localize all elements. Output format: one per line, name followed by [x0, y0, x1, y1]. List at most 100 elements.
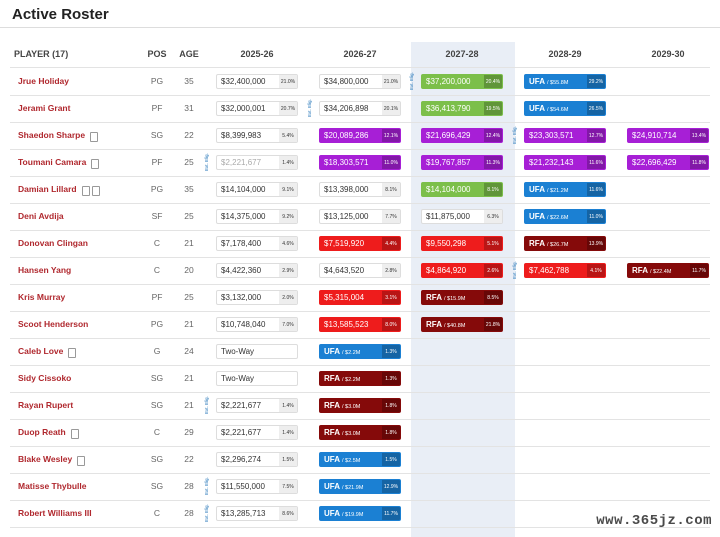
- cap-percent: 11.7%: [382, 507, 400, 520]
- player-icon: [71, 428, 79, 439]
- salary-amount: $4,643,520: [320, 266, 382, 275]
- salary-cell: RFA / $26.7M 13.9%: [524, 236, 606, 251]
- extension-eligible: Ext. Elig.: [204, 152, 209, 171]
- free-agent-amount: / $2.2M: [342, 350, 361, 356]
- salary-text: $14,104,000: [426, 185, 471, 194]
- salary-cell: RFA / $3.0M 1.8%: [319, 425, 401, 440]
- salary-cell: $4,864,920 2.6%: [421, 263, 503, 278]
- salary-cell: Two-Way: [216, 371, 298, 386]
- player-name: Jerami Grant: [18, 102, 71, 113]
- cap-percent: 7.7%: [382, 210, 400, 223]
- free-agent-amount: / $3.0M: [342, 404, 361, 410]
- salary-amount: RFA / $2.2M: [320, 374, 382, 383]
- column-header: 2028-29: [548, 49, 582, 59]
- player-name: Matisse Thybulle: [18, 480, 87, 491]
- salary-amount: $13,585,523: [320, 320, 382, 329]
- salary-amount: $21,696,429: [422, 131, 484, 140]
- salary-amount: $34,800,000: [320, 77, 382, 86]
- age: 21: [184, 237, 194, 248]
- free-agent-amount: / $21.2M: [547, 188, 569, 194]
- salary-amount: UFA / $54.6M: [525, 104, 587, 113]
- cap-percent: 6.3%: [484, 210, 502, 223]
- player-name: Blake Wesley: [18, 453, 73, 464]
- salary-cell: $24,910,714 13.4%: [627, 128, 709, 143]
- salary-cell: $4,643,520 2.8%: [319, 263, 401, 278]
- salary-cell: $10,748,040 7.0%: [216, 317, 298, 332]
- salary-cell: $13,285,713 8.6%: [216, 506, 298, 521]
- salary-text: $24,910,714: [632, 131, 677, 140]
- player-name: Duop Reath: [18, 426, 66, 437]
- row-line: [10, 446, 710, 447]
- position: PF: [151, 102, 163, 113]
- free-agent-amount: / $21.9M: [342, 485, 364, 491]
- cap-percent: 2.9%: [279, 264, 297, 277]
- free-agent-amount: / $22.4M: [650, 269, 672, 275]
- cap-percent: 1.4%: [279, 426, 297, 439]
- salary-cell: UFA / $21.2M 11.6%: [524, 182, 606, 197]
- contract-status: UFA: [529, 104, 545, 113]
- cap-percent: 11.7%: [690, 264, 708, 277]
- cap-percent: 8.1%: [382, 183, 400, 196]
- cap-percent: 8.5%: [484, 291, 502, 304]
- salary-text: $13,125,000: [324, 212, 369, 221]
- age: 29: [184, 426, 194, 437]
- salary-cell: $34,800,000 21.0%: [319, 74, 401, 89]
- cap-percent: 2.0%: [279, 291, 297, 304]
- salary-cell: $21,232,143 11.6%: [524, 155, 606, 170]
- salary-text: $18,303,571: [324, 158, 369, 167]
- player-icon: [68, 347, 76, 358]
- cap-percent: 11.3%: [484, 156, 502, 169]
- salary-amount: $36,413,790: [422, 104, 484, 113]
- age: 25: [184, 210, 194, 221]
- contract-status: RFA: [324, 428, 340, 437]
- salary-amount: RFA / $26.7M: [525, 239, 587, 248]
- salary-amount: $19,767,857: [422, 158, 484, 167]
- salary-cell: $5,315,004 3.1%: [319, 290, 401, 305]
- salary-cell: $9,550,298 5.1%: [421, 236, 503, 251]
- salary-cell: $19,767,857 11.3%: [421, 155, 503, 170]
- free-agent-amount: / $54.6M: [547, 107, 569, 113]
- salary-cell: RFA / $15.9M 8.5%: [421, 290, 503, 305]
- age: 35: [184, 183, 194, 194]
- row-line: [10, 338, 710, 339]
- contract-status: RFA: [632, 266, 648, 275]
- age: 21: [184, 399, 194, 410]
- header-line: [10, 67, 710, 68]
- cap-percent: 1.4%: [279, 156, 297, 169]
- age: 20: [184, 264, 194, 275]
- free-agent-amount: / $19.9M: [342, 512, 364, 518]
- salary-text: $19,767,857: [426, 158, 471, 167]
- salary-text: $37,200,000: [426, 77, 471, 86]
- contract-status: RFA: [426, 320, 442, 329]
- salary-amount: $20,089,286: [320, 131, 382, 140]
- cap-percent: 26.5%: [587, 102, 605, 115]
- salary-text: $13,398,000: [324, 185, 369, 194]
- salary-amount: $13,285,713: [217, 509, 279, 518]
- salary-amount: $34,206,898: [320, 104, 382, 113]
- player-icon: [92, 185, 100, 196]
- free-agent-amount: / $26.7M: [547, 242, 569, 248]
- salary-text: $36,413,790: [426, 104, 471, 113]
- salary-amount: $13,125,000: [320, 212, 382, 221]
- salary-cell: UFA / $2.5M 1.5%: [319, 452, 401, 467]
- salary-amount: UFA / $21.2M: [525, 185, 587, 194]
- cap-percent: 20.4%: [484, 75, 502, 88]
- salary-text: $4,422,360: [221, 266, 262, 275]
- player-name: Jrue Holiday: [18, 75, 70, 86]
- salary-amount: $5,315,004: [320, 293, 382, 302]
- cap-percent: 21.0%: [382, 75, 400, 88]
- age: 25: [184, 291, 194, 302]
- position: SG: [150, 399, 164, 410]
- row-line: [10, 392, 710, 393]
- salary-cell: $14,104,000 9.1%: [216, 182, 298, 197]
- cap-percent: 8.6%: [279, 507, 297, 520]
- cap-percent: 1.3%: [382, 372, 400, 385]
- salary-cell: $11,550,000 7.5%: [216, 479, 298, 494]
- row-line: [10, 284, 710, 285]
- cap-percent: 20.7%: [279, 102, 297, 115]
- salary-cell: $22,696,429 11.8%: [627, 155, 709, 170]
- extension-eligible: Ext. Elig.: [409, 71, 414, 90]
- cap-percent: 1.4%: [279, 399, 297, 412]
- cap-percent: 1.8%: [382, 426, 400, 439]
- cap-percent: 11.6%: [587, 156, 605, 169]
